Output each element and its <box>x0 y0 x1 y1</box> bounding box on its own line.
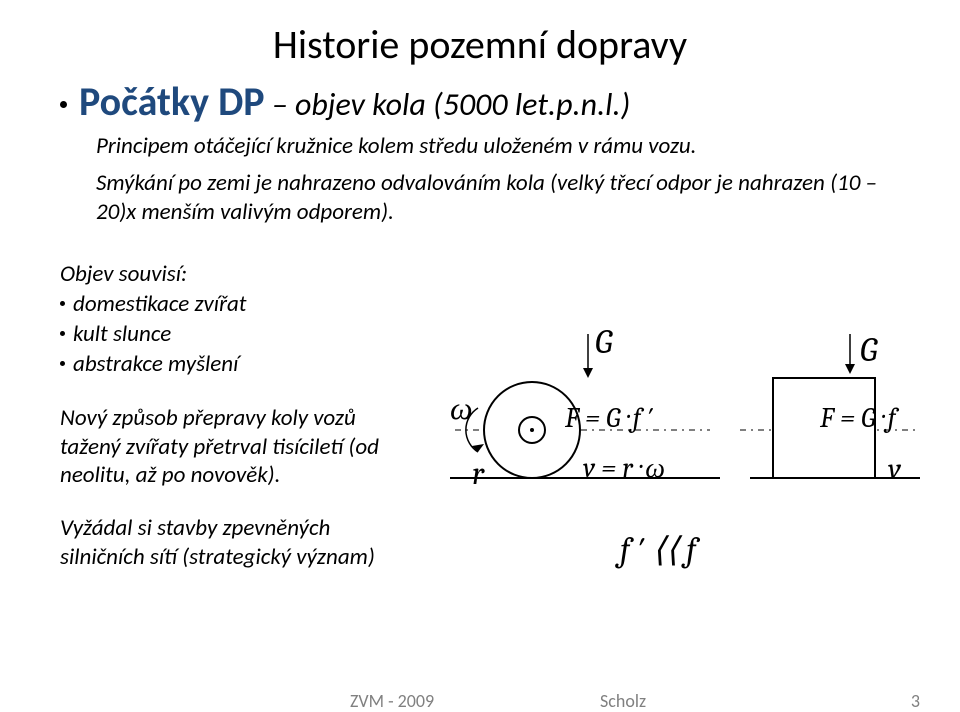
page-title: Historie pozemní dopravy <box>60 20 900 69</box>
discovery-label: Objev souvisí: <box>60 260 900 288</box>
subtitle-dp: Počátky DP <box>79 77 265 126</box>
label-G-left: G <box>595 322 612 362</box>
label-G-right: G <box>860 330 877 370</box>
g-arrow-left-head <box>583 368 593 378</box>
list-item: domestikace zvířat <box>60 290 900 320</box>
paragraph-roads: Vyžádal si stavby zpevněných silničních … <box>60 514 420 572</box>
footer-page-number: 3 <box>911 690 920 712</box>
footer-left: ZVM - 2009 <box>350 690 434 712</box>
equation-velocity: v = r · ω <box>583 452 665 485</box>
equation-sliding: F = G · f <box>820 402 896 434</box>
label-v: v <box>888 452 901 487</box>
subtitle-rest: – objev kola (5000 let.p.n.l.) <box>265 85 631 124</box>
bullet-icon <box>60 101 67 108</box>
g-arrow-right-head <box>845 364 855 374</box>
equation-rolling: F = G · f ′ <box>565 402 653 434</box>
bullet-text: domestikace zvířat <box>73 290 247 318</box>
bullet-icon <box>60 301 65 306</box>
bullet-icon <box>60 331 65 336</box>
bullet-text: kult slunce <box>73 320 171 348</box>
wheel-center <box>530 428 534 432</box>
bullet-icon <box>60 361 65 366</box>
footer-author: Scholz <box>600 690 646 712</box>
label-omega: ω <box>450 390 473 427</box>
subtitle: Počátky DP – objev kola (5000 let.p.n.l.… <box>60 77 900 126</box>
body-line-1: Principem otáčející kružnice kolem střed… <box>96 132 900 161</box>
label-r: r <box>472 455 484 492</box>
body-line-2: Smýkání po zemi je nahrazeno odvalováním… <box>96 169 900 227</box>
equation-relation: f ′ ⟨⟨ f <box>620 530 696 570</box>
paragraph-transport: Nový způsob přepravy koly vozů tažený zv… <box>60 404 420 490</box>
physics-diagram: G G ω r F = G · f ′ F = G · f v = r · ω … <box>420 320 940 620</box>
bullet-text: abstrakce myšlení <box>73 350 238 378</box>
slide: Historie pozemní dopravy Počátky DP – ob… <box>0 0 960 700</box>
